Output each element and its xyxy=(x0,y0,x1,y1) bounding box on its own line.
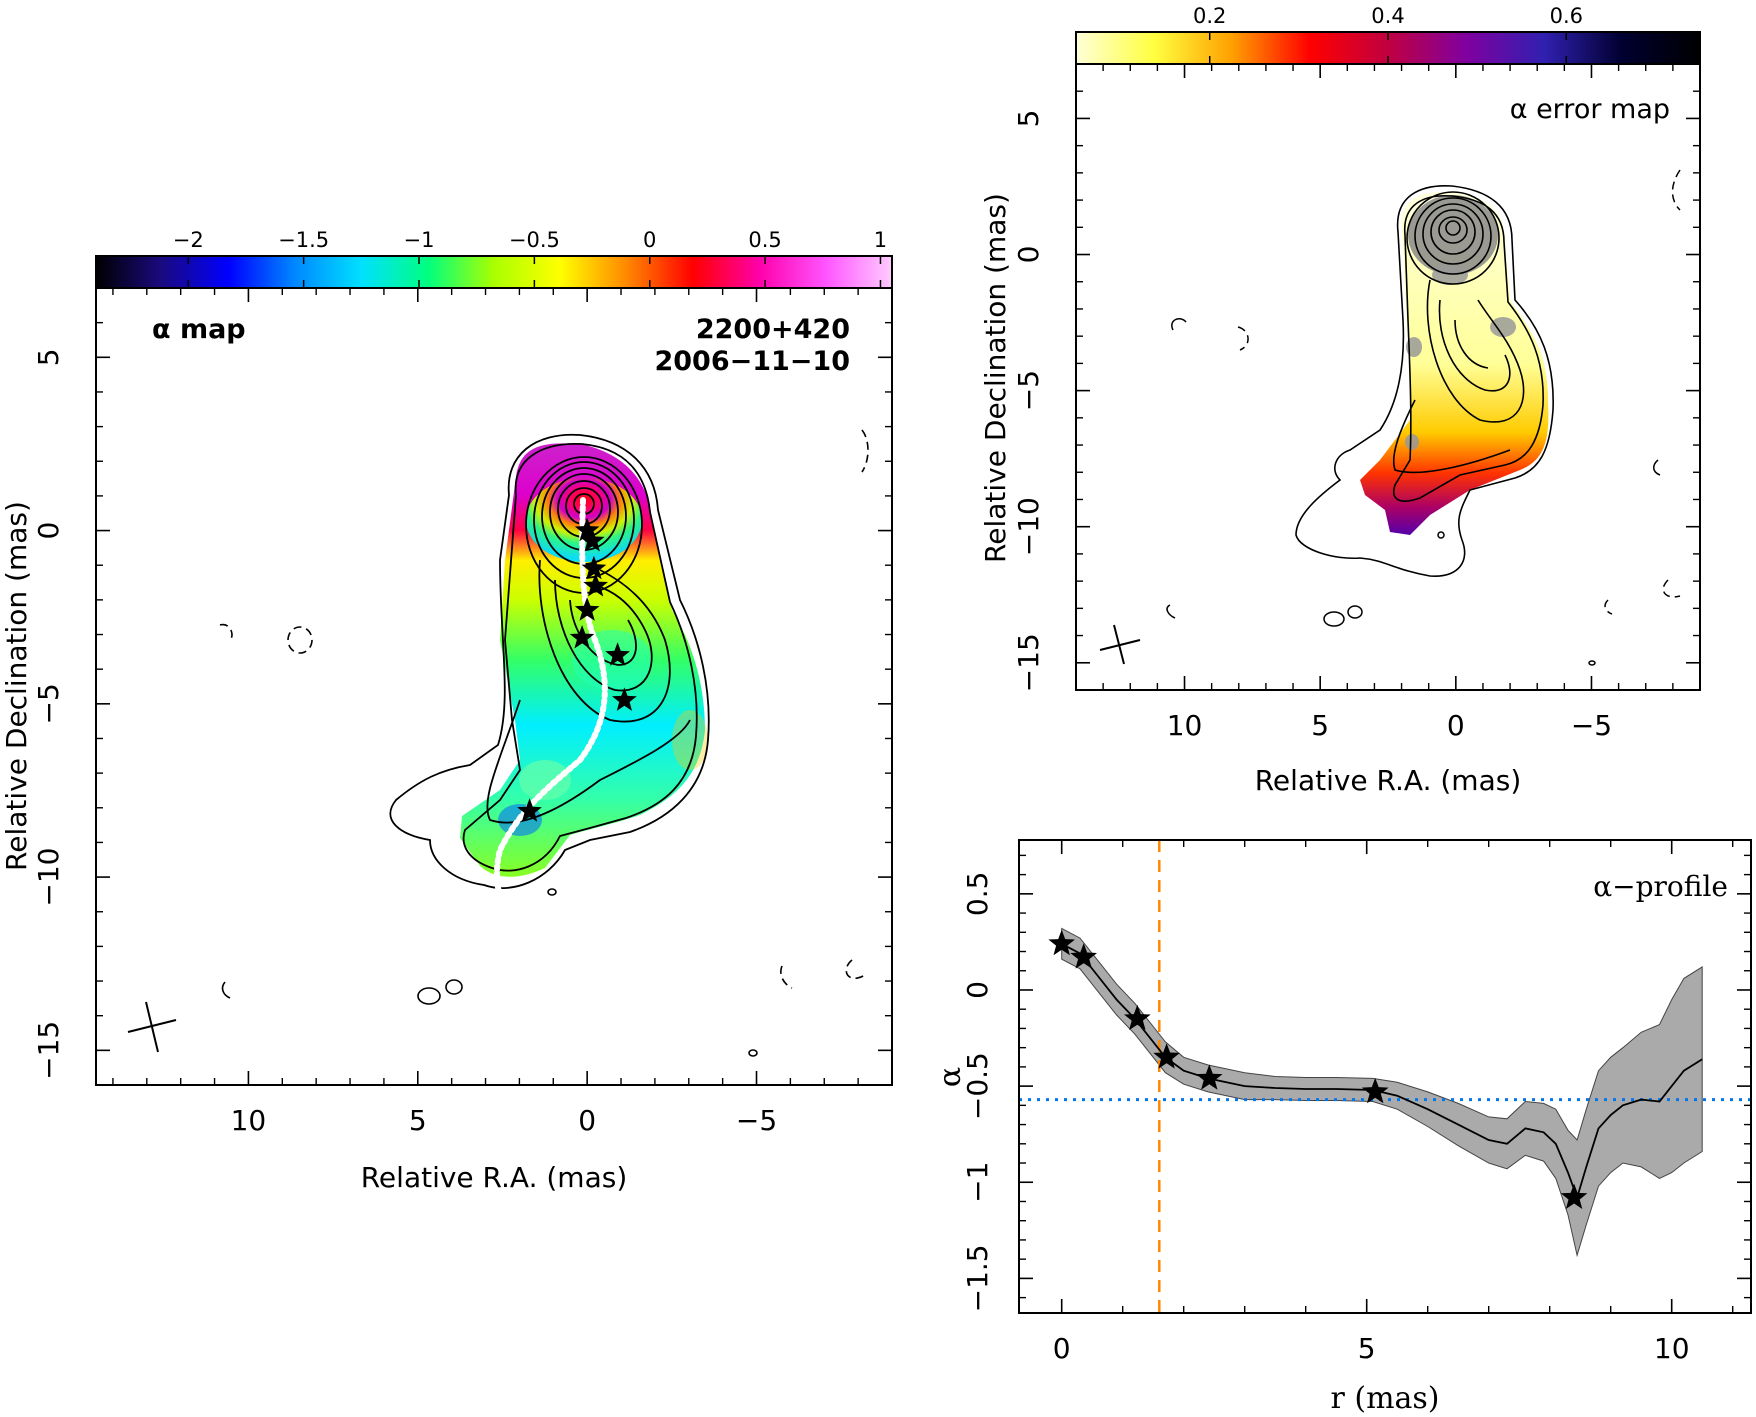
x-tick-label: 10 xyxy=(1654,1332,1690,1365)
alpha-map-negative-contours xyxy=(219,429,869,1057)
x-tick-label: 0 xyxy=(578,1104,596,1137)
x-tick-label: 5 xyxy=(1358,1332,1376,1365)
error-map-xlabel: Relative R.A. (mas) xyxy=(1255,764,1522,797)
ridge-star xyxy=(612,687,637,711)
error-map-frame xyxy=(1075,63,1701,691)
x-tick-label: 5 xyxy=(409,1104,427,1137)
error-map-negative-contours xyxy=(1166,169,1681,666)
colorbar-tick-label: 1 xyxy=(874,228,887,252)
colorbar-tick-label: 0.6 xyxy=(1550,4,1583,28)
profile-star xyxy=(1361,1077,1389,1104)
alpha-profile-stars xyxy=(1048,929,1588,1209)
alpha-map-source: 2200+420 xyxy=(696,314,850,345)
alpha-colorbar xyxy=(95,255,893,289)
error-map-ylabel: Relative Declination (mas) xyxy=(979,193,1012,563)
error-map-beam xyxy=(1099,624,1141,665)
y-tick-label: −10 xyxy=(1012,497,1045,556)
ridge-star xyxy=(574,597,600,621)
error-colorbar-ticks: 0.2 0.4 0.6 xyxy=(1193,4,1583,64)
y-tick-label: 5 xyxy=(32,348,65,366)
y-tick-label: 0.5 xyxy=(961,872,994,917)
profile-star xyxy=(1124,1004,1151,1031)
profile-star xyxy=(1048,929,1075,956)
y-tick-label: −15 xyxy=(32,1021,65,1080)
alpha-profile-xlabel: r (mas) xyxy=(1330,1381,1439,1416)
alpha-profile-frame xyxy=(1018,839,1752,1314)
error-map-contours xyxy=(1295,185,1554,577)
y-tick-label: 0 xyxy=(32,522,65,540)
colorbar-tick-label: −2 xyxy=(173,228,204,252)
colorbar-tick-label: 0.5 xyxy=(748,228,781,252)
y-tick-label: −10 xyxy=(32,848,65,907)
ridge-star xyxy=(583,573,608,597)
profile-star xyxy=(1196,1064,1223,1090)
alpha-map-image xyxy=(219,429,869,1057)
alpha-map-stars xyxy=(517,517,637,822)
alpha-profile-axis-ticks: 0 5 10 0.5 0 −0.5 −1 −1.5 xyxy=(961,840,1751,1365)
y-tick-label: −15 xyxy=(1012,633,1045,692)
alpha-map-label: α map xyxy=(152,314,246,345)
x-tick-label: 10 xyxy=(1167,709,1203,742)
alpha-map-panel: −2 −1.5 −1 −0.5 0 0.5 1 xyxy=(0,228,893,1194)
colorbar-tick-label: 0.2 xyxy=(1193,4,1226,28)
alpha-map-axis-ticks: 10 5 0 −5 5 0 −5 −10 −15 xyxy=(32,287,893,1137)
y-tick-label: −1.5 xyxy=(961,1244,994,1312)
alpha-map-beam xyxy=(127,1001,177,1053)
colorbar-tick-label: 0 xyxy=(643,228,656,252)
y-tick-label: 5 xyxy=(1012,110,1045,128)
alpha-map-frame xyxy=(95,287,893,1086)
alpha-profile-ylabel: α xyxy=(933,1067,968,1087)
x-tick-label: 10 xyxy=(231,1104,267,1137)
colorbar-tick-label: −1 xyxy=(404,228,435,252)
y-tick-label: −5 xyxy=(1012,370,1045,411)
ridge-star xyxy=(579,528,605,552)
colorbar-tick-label: −1.5 xyxy=(278,228,329,252)
ridge-star xyxy=(605,642,630,666)
error-map-axis-ticks: 10 5 0 −5 5 0 −5 −10 −15 xyxy=(1012,63,1701,742)
profile-star xyxy=(1560,1183,1588,1209)
colorbar-tick-label: 0.4 xyxy=(1371,4,1404,28)
alpha-error-map-panel: 0.2 0.4 0.6 xyxy=(979,4,1701,797)
x-tick-label: 0 xyxy=(1447,709,1465,742)
profile-star xyxy=(1070,943,1097,969)
alpha-profile-label: α−profile xyxy=(1593,870,1728,903)
profile-star xyxy=(1153,1043,1180,1069)
alpha-colorbar-ticks: −2 −1.5 −1 −0.5 0 0.5 1 xyxy=(173,228,887,288)
alpha-map-ridge-line xyxy=(494,497,608,900)
x-tick-label: 0 xyxy=(1053,1332,1071,1365)
x-tick-label: −5 xyxy=(736,1104,777,1137)
error-map-image xyxy=(1166,169,1681,666)
x-tick-label: −5 xyxy=(1571,709,1612,742)
y-tick-label: −0.5 xyxy=(961,1052,994,1120)
ridge-star xyxy=(574,517,600,542)
alpha-map-xlabel: Relative R.A. (mas) xyxy=(361,1161,628,1194)
alpha-map-date: 2006−11−10 xyxy=(654,346,850,377)
ridge-star xyxy=(517,798,542,822)
y-tick-label: 0 xyxy=(1012,246,1045,264)
alpha-map-ylabel: Relative Declination (mas) xyxy=(0,501,33,871)
alpha-profile-panel: 0 5 10 0.5 0 −0.5 −1 −1.5 α−profile r (mas) α xyxy=(933,839,1752,1416)
y-tick-label: −1 xyxy=(961,1162,994,1203)
ridge-star xyxy=(569,625,595,649)
colorbar-tick-label: −0.5 xyxy=(509,228,560,252)
alpha-profile-line xyxy=(1061,943,1703,1201)
y-tick-label: 0 xyxy=(961,981,994,999)
error-map-label: α error map xyxy=(1510,94,1670,125)
ridge-star xyxy=(581,555,607,580)
y-tick-label: −5 xyxy=(32,683,65,724)
x-tick-label: 5 xyxy=(1311,709,1329,742)
